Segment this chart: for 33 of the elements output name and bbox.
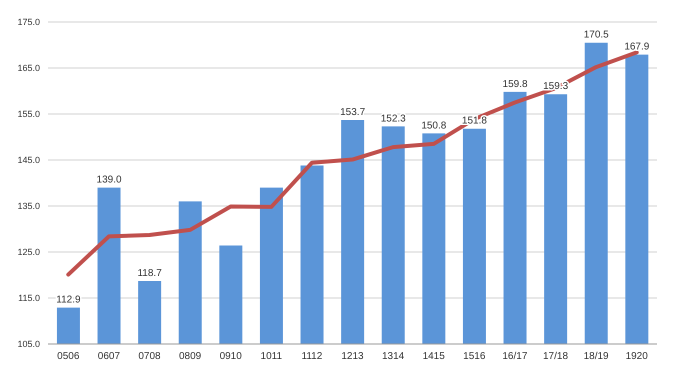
x-tick-label: 0607 — [98, 351, 120, 362]
data-label: 170.5 — [584, 30, 610, 41]
line-series — [66, 50, 639, 277]
data-label: 112.9 — [56, 294, 82, 306]
x-tick-label: 0910 — [220, 351, 242, 362]
x-tick-label: 1920 — [626, 351, 648, 362]
x-tick-label: 1516 — [463, 351, 486, 362]
data-label: 139.0 — [96, 174, 122, 186]
y-tick-label: 155.0 — [17, 109, 40, 120]
x-tick-label: 1415 — [422, 351, 446, 362]
data-label: 159.8 — [502, 78, 528, 90]
x-tick-label: 1314 — [382, 351, 405, 362]
y-tick-label: 125.0 — [17, 247, 40, 258]
x-tick-label: 1112 — [302, 351, 323, 362]
x-tick-label: 17/18 — [542, 351, 568, 362]
x-tick-label: 0708 — [138, 351, 162, 362]
y-tick-label: 115.0 — [18, 293, 40, 304]
data-label: 152.3 — [380, 113, 406, 124]
y-tick-label: 105.0 — [17, 339, 40, 350]
data-label: 153.7 — [340, 106, 366, 118]
y-tick-label: 175.0 — [17, 17, 40, 28]
x-tick-label: 18/19 — [584, 351, 610, 362]
x-tick-label: 1213 — [341, 351, 364, 362]
data-label: 118.7 — [137, 268, 162, 279]
x-tick-label: 0506 — [57, 351, 80, 362]
y-tick-label: 135.0 — [17, 201, 40, 212]
data-label: 167.9 — [624, 42, 650, 53]
y-tick-label: 165.0 — [17, 63, 40, 74]
x-tick-label: 1011 — [260, 351, 282, 362]
data-label: 150.8 — [421, 120, 447, 132]
x-tick-label: 0809 — [178, 351, 202, 362]
x-tick-label: 16/17 — [502, 351, 528, 362]
y-tick-label: 145.0 — [17, 155, 40, 166]
